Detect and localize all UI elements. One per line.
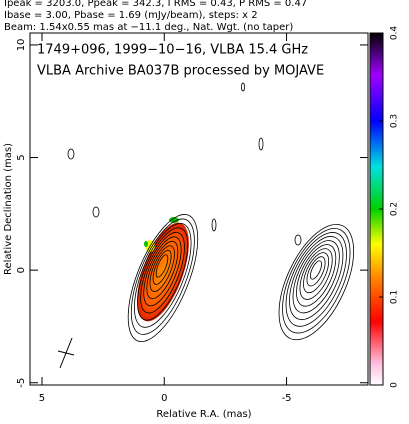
- y-tick-label: 0: [16, 267, 27, 273]
- contour: [152, 249, 172, 285]
- y-tick-label: -5: [16, 378, 27, 388]
- colorbar-tick-label: 0.1: [390, 290, 400, 304]
- contour: [149, 245, 175, 292]
- contour: [137, 227, 189, 321]
- annotation: 1749+096, 1999−10−16, VLBA 15.4 GHz: [37, 43, 308, 58]
- contour: [292, 240, 340, 314]
- colorbar-tick-label: 0.3: [390, 114, 400, 128]
- contour: [140, 231, 185, 314]
- contour: [310, 260, 322, 280]
- colorbar-tick-label: 0.4: [390, 26, 400, 41]
- colorbar-tick-label: 0.2: [390, 202, 400, 216]
- contour: [134, 223, 192, 328]
- contour: [303, 252, 330, 294]
- contour: [143, 236, 182, 307]
- contour: [282, 228, 351, 334]
- x-axis-label: Relative R.A. (mas): [156, 409, 251, 420]
- contour: [127, 214, 199, 343]
- contour: [241, 82, 245, 92]
- annotation: VLBA Archive BA037B processed by MOJAVE: [37, 64, 324, 79]
- header-line: Ipeak = 3203.0, Ppeak = 342.3, I RMS = 0…: [4, 0, 307, 9]
- contour: [155, 254, 169, 278]
- contour: [289, 236, 344, 320]
- x-tick-label: 0: [161, 393, 167, 404]
- polarization-fill: [137, 222, 189, 322]
- y-tick-label: 10: [16, 39, 27, 52]
- polarization-fill: [169, 217, 179, 223]
- contour: [67, 148, 75, 160]
- contour: [130, 218, 195, 335]
- contour: [258, 137, 264, 151]
- y-axis-label: Relative Declination (mas): [3, 143, 14, 275]
- contour: [294, 234, 302, 246]
- y-tick-label: 5: [16, 154, 27, 160]
- beam: [57, 337, 75, 369]
- x-tick-label: 5: [39, 393, 45, 404]
- contour: [278, 223, 355, 341]
- x-tick-label: -5: [282, 393, 292, 404]
- plot-frame: [29, 32, 369, 386]
- contour: [299, 248, 333, 300]
- contour: [306, 256, 326, 287]
- colorbar-tick-label: 0: [390, 382, 400, 388]
- header-line: Ibase = 3.00, Pbase = 1.69 (mJy/beam), s…: [4, 10, 258, 21]
- polarization-fill: [144, 241, 148, 247]
- header-line: Beam: 1.54x0.55 mas at −11.1 deg., Nat. …: [4, 22, 293, 33]
- contour: [296, 244, 337, 307]
- contour: [146, 240, 179, 300]
- contour: [211, 218, 217, 232]
- contour: [285, 232, 347, 327]
- plot-area: [67, 82, 355, 343]
- contour: [92, 206, 100, 218]
